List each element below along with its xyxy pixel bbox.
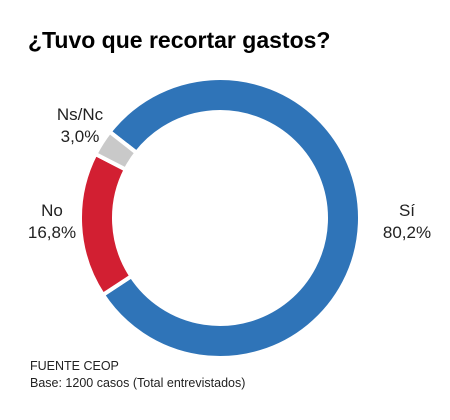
value-label: 16,8% — [28, 223, 76, 242]
chart-title: ¿Tuvo que recortar gastos? — [28, 27, 330, 53]
donut-slice — [78, 151, 135, 298]
category-label: Sí — [399, 201, 415, 220]
source-note: FUENTE CEOP — [30, 359, 119, 373]
category-label: No — [41, 201, 63, 220]
value-label: 3,0% — [61, 127, 100, 146]
donut-slice — [100, 76, 362, 360]
donut-slice — [92, 128, 140, 173]
base-note: Base: 1200 casos (Total entrevistados) — [30, 376, 245, 390]
category-label: Ns/Nc — [57, 105, 104, 124]
value-label: 80,2% — [383, 223, 431, 242]
